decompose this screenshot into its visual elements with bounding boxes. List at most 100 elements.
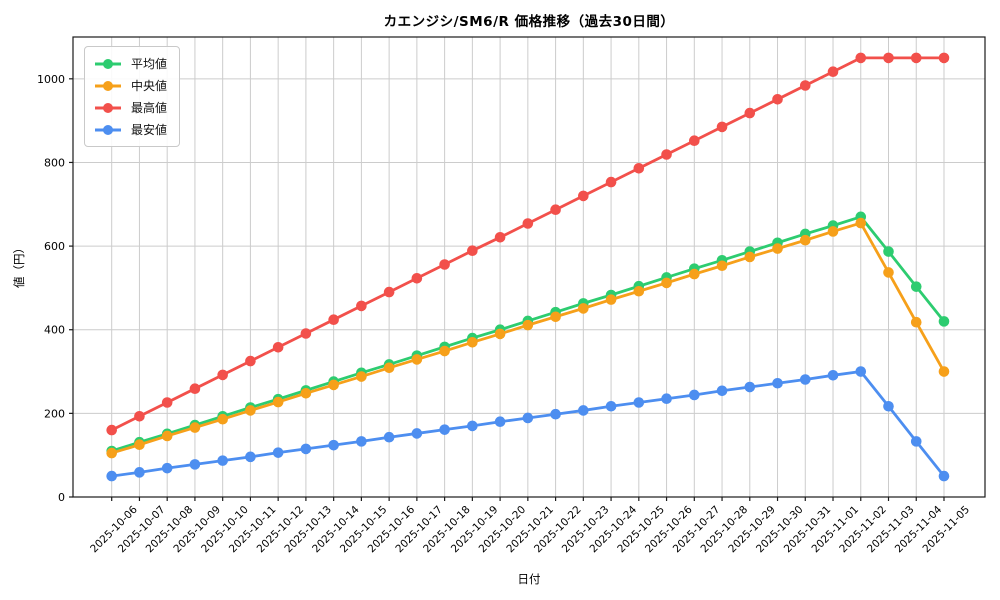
data-point-marker (522, 319, 534, 331)
data-point-marker (827, 370, 839, 381)
data-point-marker (161, 430, 173, 442)
data-point-marker (356, 300, 367, 312)
data-point-marker (245, 405, 256, 416)
data-point-marker (689, 268, 700, 280)
y-tick-label: 0 (58, 491, 65, 504)
legend-item-median: 中央値 (94, 76, 167, 95)
data-point-marker (467, 420, 478, 432)
data-point-marker (522, 218, 534, 229)
data-point-marker (716, 385, 728, 397)
data-point-marker (161, 462, 173, 474)
data-point-marker (106, 447, 117, 459)
data-point-marker (272, 396, 284, 408)
data-point-marker (633, 397, 645, 408)
y-tick-label: 1000 (37, 73, 65, 86)
data-point-marker (605, 294, 617, 305)
line-marker-icon (95, 58, 121, 69)
legend-label-min: 最安値 (131, 123, 168, 137)
data-point-marker (300, 387, 312, 399)
data-point-marker (272, 447, 284, 458)
data-point-marker (633, 285, 645, 297)
data-point-marker (661, 393, 672, 405)
line-marker-icon (95, 102, 121, 113)
data-point-marker (134, 439, 145, 451)
data-point-marker (799, 374, 811, 385)
legend: 平均値 中央値 最高値 最安値 (84, 46, 181, 147)
legend-label-max: 最高値 (131, 101, 168, 115)
data-point-marker (689, 389, 700, 401)
plot-frame (72, 36, 986, 498)
data-point-marker (910, 52, 922, 64)
data-point-marker (938, 316, 950, 327)
data-point-marker (605, 400, 617, 412)
legend-item-average: 平均値 (94, 54, 167, 73)
data-point-marker (467, 245, 478, 256)
data-point-marker (494, 416, 506, 428)
data-point-marker (744, 107, 756, 119)
data-point-marker (772, 94, 783, 105)
data-point-marker (855, 366, 867, 377)
line-marker-icon (95, 124, 121, 135)
data-point-marker (411, 272, 423, 284)
data-point-marker (883, 267, 894, 278)
data-point-marker (744, 251, 756, 263)
data-point-marker (883, 246, 894, 257)
data-point-marker (883, 52, 894, 64)
data-point-marker (356, 371, 367, 382)
data-point-marker (134, 410, 145, 422)
data-point-marker (550, 204, 561, 216)
data-point-marker (439, 424, 450, 435)
data-point-marker (439, 259, 450, 270)
data-point-marker (494, 328, 506, 340)
data-point-marker (633, 163, 645, 174)
y-tick-label: 600 (44, 240, 65, 253)
data-point-marker (272, 341, 284, 353)
data-point-marker (411, 428, 423, 439)
data-point-marker (245, 355, 256, 367)
legend-label-median: 中央値 (131, 79, 168, 93)
data-point-marker (910, 316, 922, 328)
data-point-marker (106, 424, 117, 436)
data-point-marker (217, 369, 228, 381)
data-point-marker (578, 405, 589, 416)
x-axis-label: 日付 (517, 572, 541, 586)
y-tick-label: 800 (44, 156, 65, 169)
data-point-marker (799, 234, 811, 246)
line-marker-icon (95, 80, 121, 91)
data-point-marker (328, 379, 339, 391)
data-point-marker (883, 400, 894, 412)
data-point-marker (383, 286, 395, 298)
data-point-marker (661, 149, 672, 160)
data-point-marker (772, 243, 783, 254)
data-point-marker (245, 451, 256, 463)
data-point-marker (550, 408, 561, 420)
data-point-marker (383, 362, 395, 374)
data-point-marker (300, 328, 312, 339)
data-point-marker (716, 260, 728, 272)
data-point-marker (938, 52, 950, 64)
data-point-marker (189, 459, 201, 470)
data-point-marker (910, 436, 922, 447)
data-point-marker (189, 422, 201, 433)
data-point-marker (106, 470, 117, 482)
data-point-marker (411, 354, 423, 365)
data-point-marker (689, 135, 700, 147)
y-tick-label: 200 (44, 407, 65, 420)
legend-item-max: 最高値 (94, 98, 167, 117)
legend-item-min: 最安値 (94, 120, 167, 139)
legend-label-average: 平均値 (131, 57, 168, 71)
data-point-marker (855, 52, 867, 64)
data-point-marker (328, 314, 339, 325)
data-point-marker (494, 232, 506, 243)
y-axis-label: 値（円） (12, 242, 26, 288)
data-point-marker (855, 217, 867, 229)
data-point-marker (467, 336, 478, 348)
data-point-marker (827, 66, 839, 78)
data-point-marker (550, 311, 561, 323)
chart-title: カエンジシ/SM6/R 価格推移（過去30日間） (383, 14, 675, 30)
data-point-marker (328, 439, 339, 451)
y-tick-label: 400 (44, 324, 65, 337)
data-point-marker (300, 443, 312, 455)
